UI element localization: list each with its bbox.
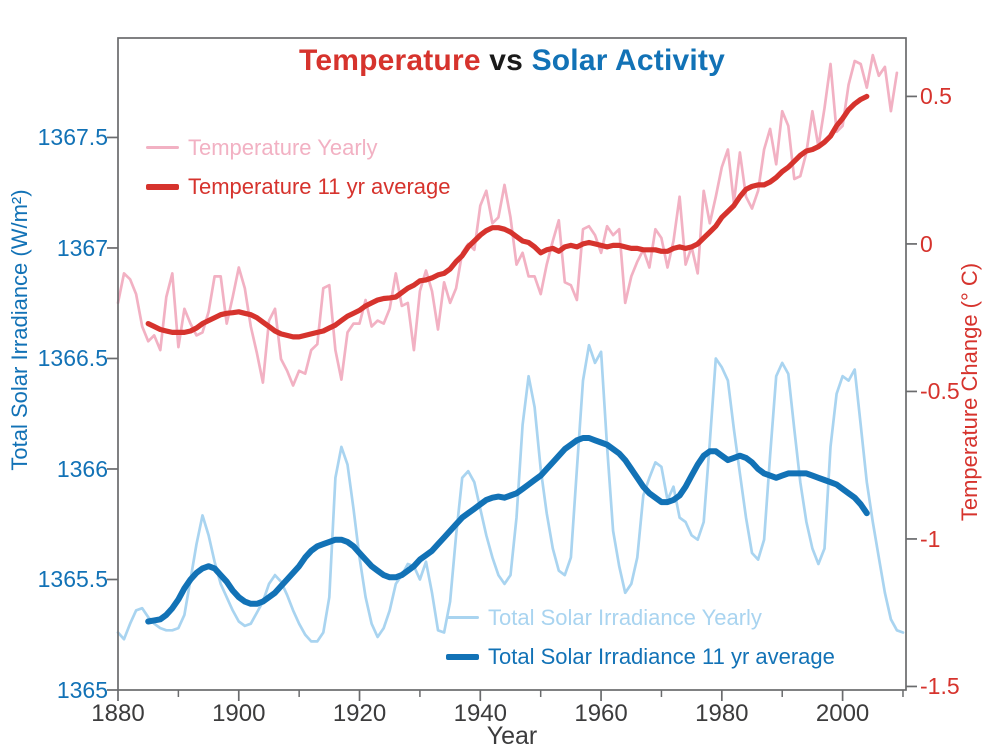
temperature-yearly-line: [116, 53, 899, 387]
x-tick-label-1940: 1940: [453, 700, 507, 727]
tsi-11yr-average-line: [145, 435, 870, 625]
y-left-tick-label-1365: 1365: [56, 677, 108, 703]
legend-item-tsi-yearly: Total Solar Irradiance Yearly: [446, 598, 835, 637]
temperature-11yr-average-line: [145, 93, 870, 340]
legend-item-tsi-average: Total Solar Irradiance 11 yr average: [446, 637, 835, 676]
x-axis-label: Year: [486, 722, 538, 750]
chart-title-temperature: Temperature: [299, 44, 481, 77]
y-right-tick-label--1.5: -1.5: [920, 673, 960, 700]
y-left-tick-label-1367: 1367: [56, 234, 108, 261]
tsi-yearly-line: [116, 343, 905, 643]
x-tick-label-1960: 1960: [574, 700, 628, 727]
legend-item-temperature-yearly: Temperature Yearly: [146, 128, 451, 167]
legend-temperature: Temperature Yearly Temperature 11 yr ave…: [146, 128, 451, 206]
y-right-tick-label--0.5: -0.5: [920, 378, 960, 405]
y-axis-label-right: Temperature Change (° C): [957, 262, 982, 522]
x-tick-label-1980: 1980: [695, 700, 749, 727]
legend-swatch-blue-line-icon: [446, 653, 479, 660]
legend-label: Total Solar Irradiance 11 yr average: [488, 643, 835, 669]
legend-item-temperature-average: Temperature 11 yr average: [146, 167, 451, 206]
y-axis-label-left: Total Solar Irradiance (W/m²): [7, 189, 32, 471]
chart-title: Temperature vs Solar Activity: [118, 44, 906, 78]
legend-swatch-red-line-icon: [146, 183, 179, 190]
legend-label: Temperature Yearly: [188, 134, 378, 160]
y-left-tick-label-1365.5: 1365.5: [37, 566, 108, 593]
y-right-tick-label-0: 0: [920, 230, 933, 257]
plot-frame: [117, 37, 907, 691]
y-left-tick-label-1366.5: 1366.5: [37, 345, 108, 372]
legend-swatch-lightblue-line-icon: [446, 616, 479, 619]
chart-title-solar-activity: Solar Activity: [531, 44, 725, 77]
legend-label: Total Solar Irradiance Yearly: [488, 604, 762, 630]
x-tick-label-1900: 1900: [212, 700, 266, 727]
y-left-tick-label-1367.5: 1367.5: [37, 124, 108, 151]
x-tick-label-1920: 1920: [332, 700, 387, 727]
x-tick-label-1880: 1880: [91, 700, 145, 727]
y-right-tick-label-0.5: 0.5: [920, 83, 952, 110]
chart-title-vs: vs: [480, 44, 532, 77]
x-tick-label-2000: 2000: [815, 700, 870, 727]
y-right-tick-label--1: -1: [920, 525, 941, 552]
y-left-tick-label-1366: 1366: [56, 455, 108, 482]
legend-swatch-pink-line-icon: [146, 146, 179, 149]
legend-solar-irradiance: Total Solar Irradiance Yearly Total Sola…: [446, 598, 835, 676]
legend-label: Temperature 11 yr average: [188, 173, 451, 199]
